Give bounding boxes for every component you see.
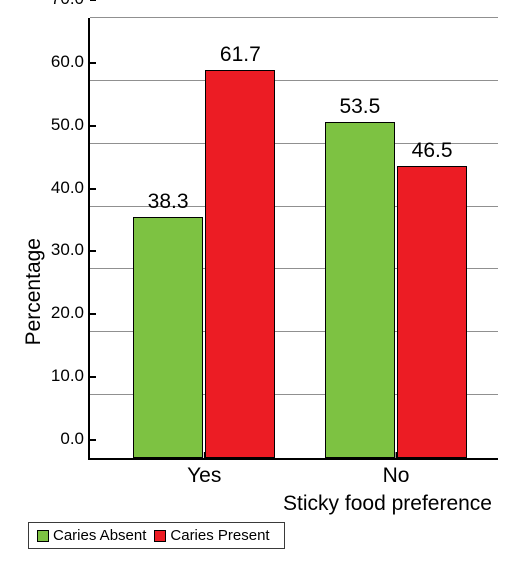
y-tick-label: 10.0 [51, 366, 90, 386]
bar-value-label: 61.7 [220, 43, 261, 67]
gridline [90, 80, 498, 81]
bar-value-label: 53.5 [339, 95, 380, 119]
x-axis-label: Sticky food preference [283, 492, 492, 516]
y-axis-label: Percentage [22, 238, 46, 345]
legend-item: Caries Present [154, 527, 269, 544]
legend-label: Caries Absent [53, 527, 146, 544]
y-tick-label: 30.0 [51, 240, 90, 260]
y-tick-label: 20.0 [51, 303, 90, 323]
bar: 38.3 [133, 217, 203, 458]
y-tick-label: 70.0 [51, 0, 90, 9]
y-tick-label: 60.0 [51, 52, 90, 72]
chart-container: 0.010.020.030.040.050.060.070.038.361.7Y… [0, 0, 530, 586]
bar-value-label: 38.3 [148, 190, 189, 214]
legend-swatch [37, 530, 49, 542]
bar: 61.7 [205, 70, 275, 458]
y-tick-label: 40.0 [51, 178, 90, 198]
bar: 46.5 [397, 166, 467, 458]
legend: Caries Absent Caries Present [28, 522, 285, 549]
gridline [90, 17, 498, 18]
legend-swatch [154, 530, 166, 542]
plot-area: 0.010.020.030.040.050.060.070.038.361.7Y… [88, 18, 498, 460]
bar-value-label: 46.5 [412, 139, 453, 163]
x-tick-label: No [383, 458, 410, 488]
legend-item: Caries Absent [37, 527, 146, 544]
y-tick-label: 0.0 [60, 429, 90, 449]
x-tick-label: Yes [187, 458, 221, 488]
legend-label: Caries Present [170, 527, 269, 544]
y-tick-label: 50.0 [51, 115, 90, 135]
bar: 53.5 [325, 122, 395, 458]
